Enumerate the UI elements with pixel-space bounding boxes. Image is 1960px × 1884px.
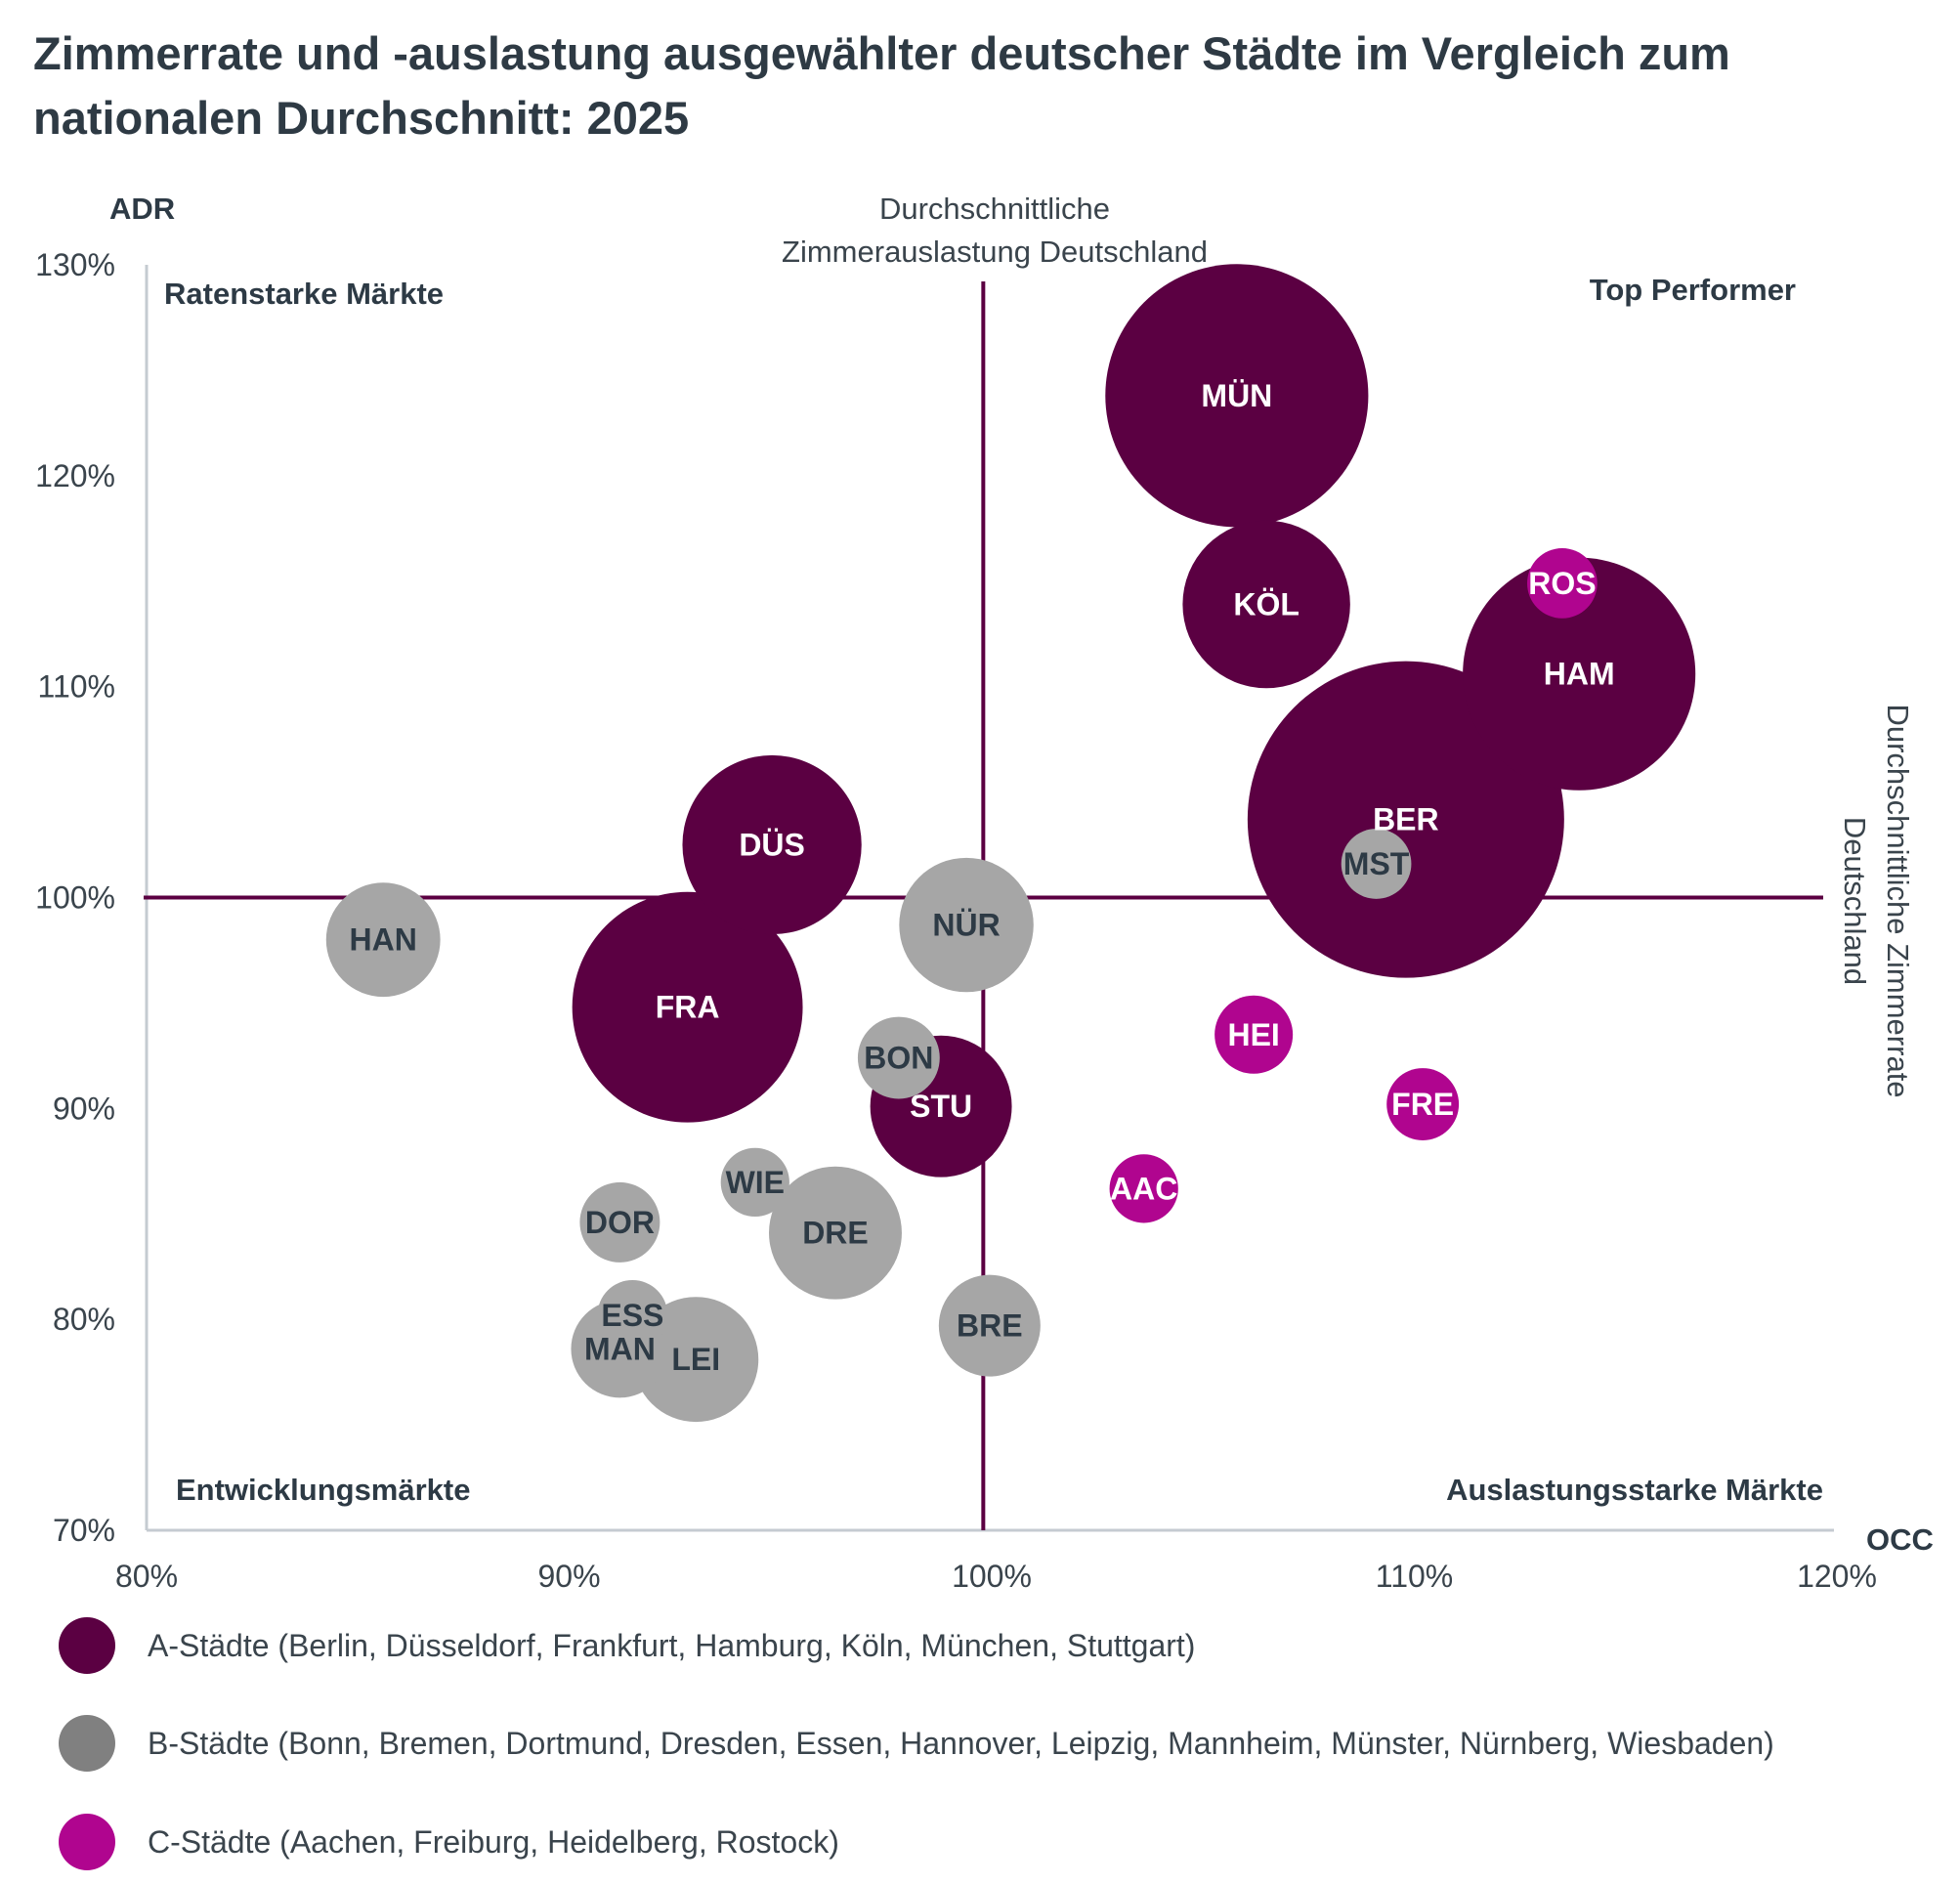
bubbles: [325, 264, 1696, 1423]
bubble-dor: [579, 1181, 660, 1263]
legend-dot-b-icon: [59, 1715, 115, 1772]
legend-label-b: B-Städte (Bonn, Bremen, Dortmund, Dresde…: [148, 1725, 1774, 1761]
bubble-label-fra: FRA: [656, 990, 720, 1025]
bubble-label-ber: BER: [1373, 802, 1439, 837]
bubble-aac: [1109, 1154, 1178, 1223]
y-tick-label: 120%: [35, 458, 115, 493]
quadrant-label-top-right: Top Performer: [1590, 273, 1796, 307]
bubble-düs: [682, 754, 862, 935]
x-tick-label: 120%: [1797, 1559, 1877, 1594]
bubble-label-stu: STU: [910, 1089, 972, 1124]
quadrant-label-top-left: Ratenstarke Märkte: [164, 277, 444, 311]
bubble-label-mst: MST: [1343, 846, 1410, 881]
y-tick-label: 90%: [53, 1091, 115, 1126]
legend-label-c: C-Städte (Aachen, Freiburg, Heidelberg, …: [148, 1823, 839, 1860]
bubble-label-mün: MÜN: [1201, 378, 1272, 413]
bubble-wie: [720, 1147, 789, 1217]
bubble-label-nür: NÜR: [932, 908, 1000, 943]
average-occupancy-label: Durchschnittliche: [879, 192, 1110, 226]
bubble-ham: [1463, 557, 1696, 791]
bubble-label-dor: DOR: [585, 1205, 655, 1240]
bubble-mst: [1341, 829, 1412, 899]
y-tick-label: 130%: [35, 247, 115, 282]
x-tick-label: 80%: [115, 1559, 178, 1594]
x-axis-title: OCC: [1866, 1522, 1934, 1557]
bubble-fre: [1386, 1068, 1460, 1140]
bubble-label-man: MAN: [584, 1331, 656, 1366]
legend-dot-a-icon: [59, 1617, 115, 1674]
bubble-label-bon: BON: [864, 1041, 933, 1076]
quadrant-label-bottom-right: Auslastungsstarke Märkte: [1446, 1473, 1823, 1507]
bubble-label-ham: HAM: [1544, 657, 1615, 692]
bubble-nür: [899, 857, 1034, 993]
bubble-ros: [1527, 548, 1598, 619]
average-rate-label: Durchschnittliche Zimmerrate: [1881, 704, 1915, 1097]
bubble-label-bre: BRE: [957, 1308, 1023, 1344]
bubble-hei: [1214, 995, 1294, 1074]
bubble-chart: 130%120%110%100%90%80%70%80% 90% 100% 110% 1…: [35, 192, 1934, 1594]
quadrant-label-bottom-left: Entwicklungsmärkte: [176, 1473, 470, 1507]
bubble-ess: [597, 1279, 668, 1350]
bubble-label-lei: LEI: [671, 1342, 720, 1377]
bubble-label-aac: AAC: [1110, 1171, 1177, 1206]
bubble-label-hei: HEI: [1227, 1017, 1279, 1052]
bubble-label-dre: DRE: [802, 1216, 869, 1251]
bubble-label-wie: WIE: [726, 1165, 785, 1200]
bubble-bre: [938, 1274, 1041, 1377]
bubble-han: [325, 882, 441, 998]
bubble-köl: [1182, 520, 1350, 689]
legend-item-a: A-Städte (Berlin, Düsseldorf, Frankfurt,…: [59, 1616, 1915, 1675]
x-tick-label: 100%: [952, 1559, 1032, 1594]
y-axis-title: ADR: [109, 192, 175, 226]
bubble-mün: [1105, 264, 1369, 528]
axes: 130%120%110%100%90%80%70%80% 90% 100% 110% 1…: [35, 192, 1934, 1594]
legend-dot-c-icon: [59, 1814, 115, 1870]
bubble-fra: [572, 891, 803, 1123]
legend-item-b: B-Städte (Bonn, Bremen, Dortmund, Dresde…: [59, 1714, 1915, 1773]
bubble-label-han: HAN: [350, 922, 417, 958]
legend-label-a: A-Städte (Berlin, Düsseldorf, Frankfurt,…: [148, 1627, 1196, 1663]
x-tick-label: 90%: [537, 1559, 600, 1594]
x-tick-label: 110%: [1376, 1559, 1453, 1594]
bubble-bon: [857, 1016, 940, 1099]
y-tick-label: 70%: [53, 1513, 115, 1548]
bubble-label-köl: KÖL: [1233, 586, 1300, 621]
chart-title: Zimmerrate und -auslastung ausgewählter …: [33, 27, 1730, 144]
bubble-label-fre: FRE: [1391, 1087, 1454, 1122]
y-tick-label: 80%: [53, 1302, 115, 1337]
bubble-label-ess: ESS: [601, 1298, 663, 1333]
y-tick-label: 110%: [38, 669, 115, 705]
labels: BER HAM MÜN FRA DÜS KÖL STU HAN NÜR BON WIE DOR DRE L…: [350, 378, 1615, 1377]
bubble-label-ros: ROS: [1528, 566, 1596, 601]
average-occupancy-label: Zimmerauslastung Deutschland: [782, 235, 1208, 269]
y-tick-label: 100%: [35, 880, 115, 916]
legend-item-c: C-Städte (Aachen, Freiburg, Heidelberg, …: [59, 1813, 1915, 1871]
bubble-dre: [769, 1166, 902, 1300]
average-rate-label: Deutschland: [1838, 817, 1872, 985]
bubble-label-düs: DÜS: [739, 828, 805, 863]
